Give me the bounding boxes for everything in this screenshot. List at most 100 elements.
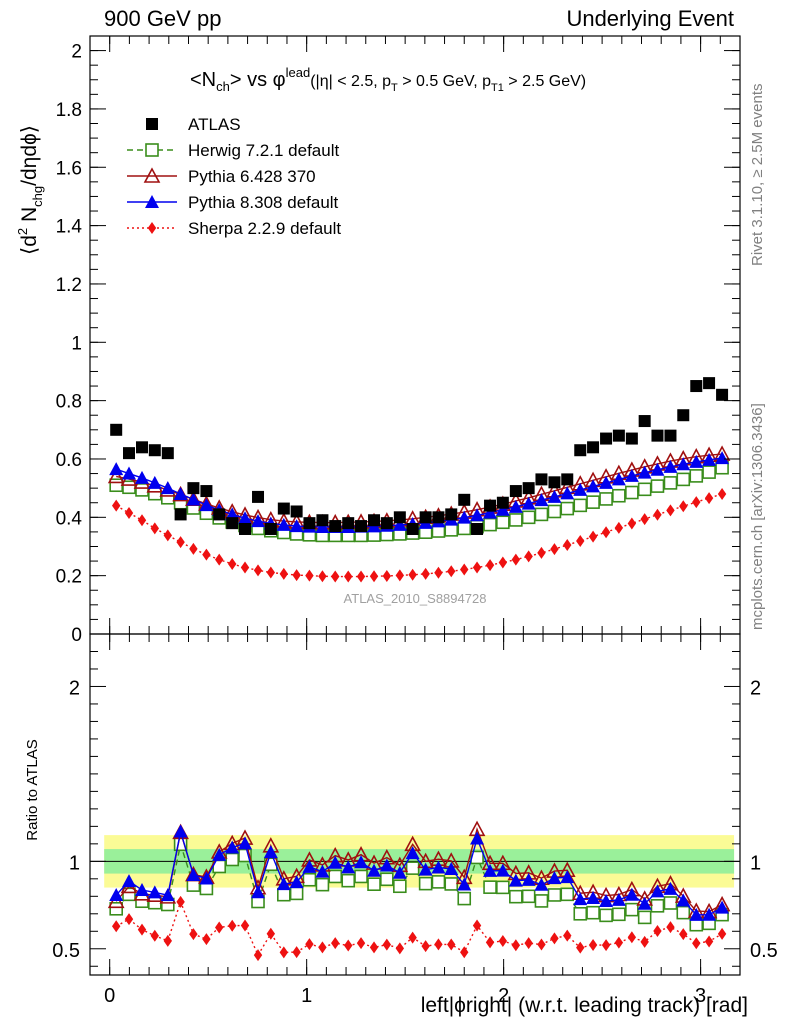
- data-point-herwig-7-2-1-default: [663, 476, 678, 490]
- ratio-point-herwig-7-2-1-default: [676, 905, 691, 920]
- data-point-sherpa-2-2-9-default: [111, 499, 121, 512]
- ratio-point-herwig-7-2-1-default: [496, 880, 510, 895]
- data-point-sherpa-2-2-9-default: [717, 487, 727, 500]
- ratio-point-pythia-8-308-default: [379, 858, 394, 872]
- data-point-sherpa-2-2-9-default: [640, 513, 649, 526]
- data-point-pythia-8-308-default: [534, 493, 549, 507]
- ratio-point-sherpa-2-2-9-default: [137, 923, 147, 936]
- ratio-point-herwig-7-2-1-default: [612, 907, 626, 922]
- data-point-atlas: [406, 522, 419, 535]
- ratio-point-pythia-8-308-default: [611, 892, 626, 906]
- x-tick-label: 2: [498, 985, 509, 1007]
- data-point-sherpa-2-2-9-default: [253, 564, 263, 577]
- data-point-pythia-8-308-default: [199, 498, 214, 512]
- ratio-point-herwig-7-2-1-default: [122, 887, 136, 902]
- data-point-atlas: [522, 482, 535, 495]
- data-point-atlas: [638, 415, 651, 428]
- legend: ATLAS Herwig 7.2.1 default Pythia 6.428 37…: [127, 115, 341, 238]
- ratio-point-herwig-7-2-1-default: [109, 901, 123, 916]
- x-tick-label: 0: [104, 985, 115, 1007]
- legend-label-pythia-6-428-370: Pythia 6.428 370: [188, 167, 316, 186]
- ratio-point-herwig-7-2-1-default: [393, 879, 407, 894]
- ratio-point-sherpa-2-2-9-default: [279, 946, 289, 959]
- data-point-sherpa-2-2-9-default: [356, 570, 366, 583]
- data-point-herwig-7-2-1-default: [509, 513, 523, 527]
- ratio-point-pythia-8-308-default: [483, 863, 498, 877]
- ratio-point-herwig-7-2-1-default: [509, 889, 523, 904]
- ratio-point-pythia-8-308-default: [650, 884, 665, 898]
- data-point-atlas: [148, 444, 161, 457]
- ratio-point-sherpa-2-2-9-default: [563, 929, 572, 942]
- data-point-pythia-6-428-370: [107, 467, 125, 484]
- data-point-pythia-8-308-default: [650, 462, 665, 476]
- ratio-point-herwig-7-2-1-default: [405, 861, 420, 875]
- y-tick-label: 2: [71, 42, 82, 63]
- data-point-sherpa-2-2-9-default: [704, 492, 714, 505]
- ratio-point-herwig-7-2-1-default: [289, 886, 304, 901]
- ratio-point-pythia-8-308-default: [392, 865, 407, 879]
- data-point-atlas: [419, 511, 432, 524]
- ratio-point-herwig-7-2-1-default: [418, 876, 433, 891]
- ratio-point-pythia-8-308-default: [702, 907, 717, 921]
- ratio-point-pythia-8-308-default: [444, 862, 459, 876]
- data-point-atlas: [703, 377, 716, 390]
- data-point-atlas: [252, 490, 265, 503]
- ratio-point-herwig-7-2-1-default: [444, 877, 459, 891]
- data-point-atlas: [110, 423, 123, 436]
- ratio-y-tick-label-right: 0.5: [750, 940, 778, 962]
- ratio-point-sherpa-2-2-9-default: [627, 931, 637, 944]
- ratio-point-herwig-7-2-1-default: [470, 850, 484, 865]
- data-point-atlas: [303, 517, 316, 530]
- data-point-sherpa-2-2-9-default: [485, 559, 495, 572]
- ratio-point-pythia-8-308-default: [147, 885, 162, 899]
- ratio-y-tick-label: 1: [69, 852, 80, 874]
- data-point-pythia-8-308-default: [147, 475, 162, 489]
- data-point-herwig-7-2-1-default: [534, 507, 549, 522]
- ratio-point-pythia-8-308-default: [586, 890, 601, 904]
- data-point-pythia-8-308-default: [238, 511, 253, 525]
- data-point-sherpa-2-2-9-default: [189, 542, 198, 555]
- data-point-atlas: [548, 476, 561, 489]
- data-point-pythia-8-308-default: [122, 466, 136, 480]
- data-point-atlas: [123, 447, 135, 460]
- x-tick-label: 3: [695, 985, 706, 1007]
- data-point-sherpa-2-2-9-default: [331, 570, 340, 583]
- data-point-atlas: [496, 496, 509, 509]
- data-point-pythia-8-308-default: [457, 510, 472, 524]
- data-point-atlas: [264, 522, 277, 535]
- ratio-point-sherpa-2-2-9-default: [318, 941, 327, 954]
- data-point-sherpa-2-2-9-default: [382, 569, 392, 582]
- ratio-point-pythia-8-308-default: [431, 860, 446, 874]
- data-point-pythia-8-308-default: [689, 454, 704, 468]
- ratio-point-sherpa-2-2-9-default: [176, 895, 185, 908]
- data-point-sherpa-2-2-9-default: [215, 553, 224, 566]
- data-point-sherpa-2-2-9-default: [550, 543, 559, 556]
- data-point-pythia-8-308-default: [637, 465, 652, 479]
- data-point-sherpa-2-2-9-default: [653, 508, 662, 521]
- y-tick-label: 0.8: [56, 392, 82, 413]
- ratio-y-axis-label: Ratio to ATLAS: [24, 739, 41, 840]
- ratio-point-sherpa-2-2-9-default: [447, 938, 456, 951]
- data-point-atlas: [600, 432, 613, 445]
- data-point-atlas: [445, 508, 458, 521]
- ratio-point-pythia-8-308-default: [328, 855, 343, 869]
- data-point-pythia-8-308-default: [573, 482, 588, 496]
- data-point-atlas: [174, 508, 187, 521]
- ratio-point-herwig-7-2-1-default: [380, 872, 394, 887]
- ratio-point-sherpa-2-2-9-default: [588, 938, 598, 951]
- y-tick-label: 1.2: [56, 275, 82, 296]
- data-point-herwig-7-2-1-default: [547, 504, 562, 519]
- ratio-point-pythia-8-308-default: [637, 896, 652, 910]
- ratio-point-pythia-8-308-default: [238, 836, 253, 850]
- data-point-atlas: [509, 485, 522, 498]
- header-right-label: Underlying Event: [566, 6, 734, 31]
- ratio-point-herwig-7-2-1-default: [637, 910, 652, 925]
- data-point-sherpa-2-2-9-default: [679, 500, 688, 513]
- data-point-herwig-7-2-1-default: [625, 485, 639, 500]
- data-point-herwig-7-2-1-default: [135, 483, 149, 497]
- data-point-atlas: [368, 514, 381, 527]
- ratio-point-pythia-8-308-default: [547, 871, 562, 885]
- ratio-point-sherpa-2-2-9-default: [356, 937, 366, 950]
- ratio-y-tick-label: 0.5: [52, 940, 80, 962]
- data-point-pythia-8-308-default: [225, 507, 240, 521]
